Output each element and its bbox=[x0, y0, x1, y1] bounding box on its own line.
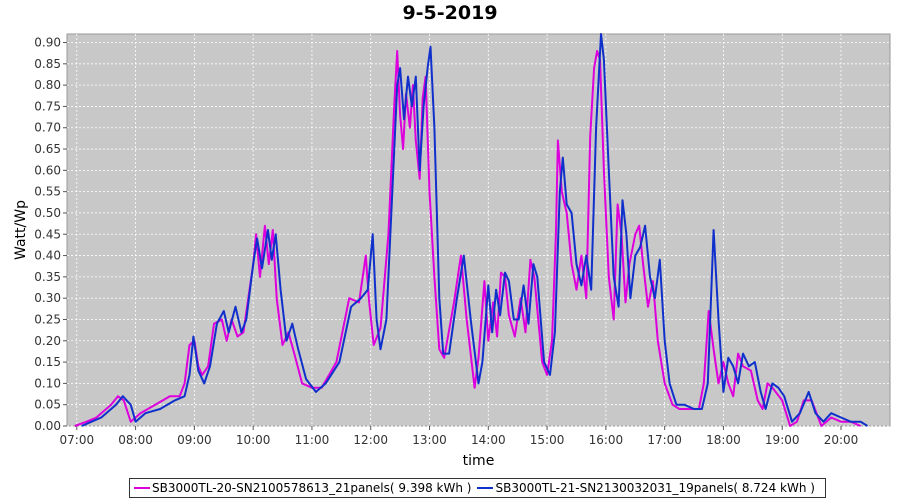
x-tick-label: 12:00 bbox=[353, 433, 388, 447]
x-tick-label: 20:00 bbox=[824, 433, 859, 447]
chart-title: 9-5-2019 bbox=[402, 2, 498, 24]
x-tick-label: 15:00 bbox=[530, 433, 565, 447]
y-tick-label: 0.50 bbox=[34, 206, 61, 220]
legend: SB3000TL-20-SN2100578613_21panels( 9.398… bbox=[129, 478, 826, 498]
y-tick-label: 0.35 bbox=[34, 270, 61, 284]
y-tick-label: 0.30 bbox=[34, 291, 61, 305]
legend-swatch bbox=[134, 487, 150, 489]
y-tick-label: 0.60 bbox=[34, 163, 61, 177]
x-tick-label: 11:00 bbox=[295, 433, 330, 447]
x-tick-label: 10:00 bbox=[236, 433, 271, 447]
y-tick-label: 0.05 bbox=[34, 398, 61, 412]
x-tick-label: 17:00 bbox=[647, 433, 682, 447]
y-tick-label: 0.10 bbox=[34, 376, 61, 390]
legend-item-2: SB3000TL-21-SN2130032031_19panels( 8.724… bbox=[477, 481, 815, 495]
y-tick-label: 0.40 bbox=[34, 249, 61, 263]
y-tick-label: 0.65 bbox=[34, 142, 61, 156]
x-tick-label: 18:00 bbox=[706, 433, 741, 447]
x-tick-label: 09:00 bbox=[177, 433, 212, 447]
y-tick-label: 0.80 bbox=[34, 78, 61, 92]
legend-swatch bbox=[477, 487, 494, 489]
y-axis-label: Watt/Wp bbox=[13, 200, 29, 260]
y-tick-label: 0.85 bbox=[34, 57, 61, 71]
x-tick-label: 19:00 bbox=[765, 433, 800, 447]
y-tick-label: 0.25 bbox=[34, 312, 61, 326]
x-tick-label: 16:00 bbox=[589, 433, 624, 447]
x-tick-label: 13:00 bbox=[412, 433, 447, 447]
legend-label: SB3000TL-20-SN2100578613_21panels( 9.398… bbox=[152, 481, 472, 495]
legend-item-1: SB3000TL-20-SN2100578613_21panels( 9.398… bbox=[134, 481, 471, 495]
y-tick-label: 0.55 bbox=[34, 185, 61, 199]
y-tick-label: 0.75 bbox=[34, 99, 61, 113]
y-tick-label: 0.70 bbox=[34, 121, 61, 135]
y-tick-label: 0.90 bbox=[34, 36, 61, 50]
x-tick-label: 14:00 bbox=[471, 433, 506, 447]
y-tick-label: 0.00 bbox=[34, 419, 61, 433]
series-line-2 bbox=[81, 33, 869, 427]
x-tick-label: 07:00 bbox=[60, 433, 95, 447]
y-tick-label: 0.20 bbox=[34, 334, 61, 348]
x-axis-label: time bbox=[463, 453, 495, 469]
y-tick-label: 0.15 bbox=[34, 355, 61, 369]
x-tick-label: 08:00 bbox=[118, 433, 153, 447]
legend-label: SB3000TL-21-SN2130032031_19panels( 8.724… bbox=[495, 481, 815, 495]
y-tick-label: 0.45 bbox=[34, 227, 61, 241]
